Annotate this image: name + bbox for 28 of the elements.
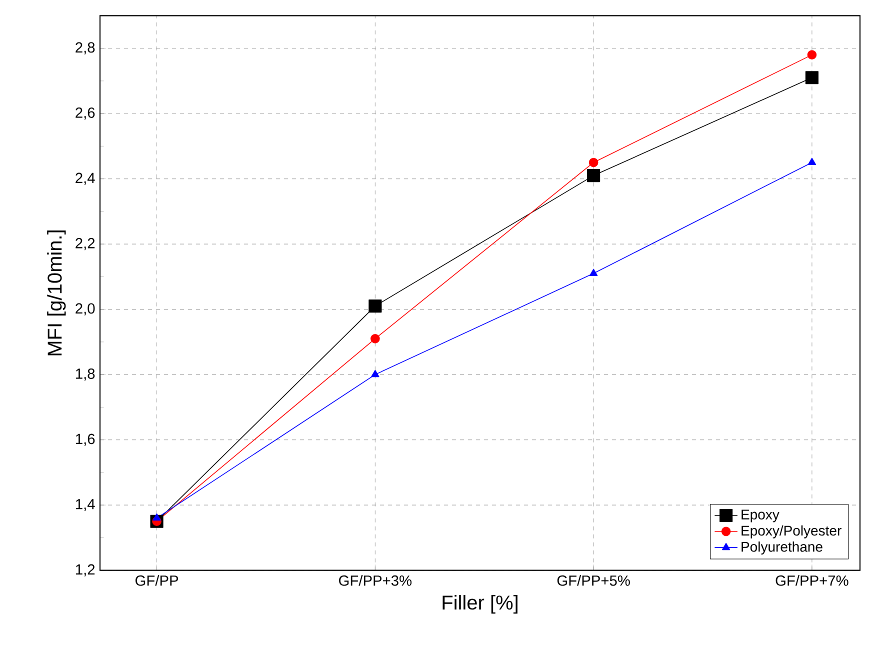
point <box>589 268 598 276</box>
x-tick-label: GF/PP+3% <box>339 575 412 586</box>
point <box>371 370 380 378</box>
y-tick-label: 2,6 <box>76 108 95 120</box>
y-tick-label: 1,6 <box>76 434 95 446</box>
point <box>368 300 382 313</box>
y-tick-label: 1,4 <box>76 499 95 512</box>
legend-label: Polyurethane <box>742 541 822 555</box>
y-tick-label: 2,0 <box>76 303 95 316</box>
y-tick-label: 2,4 <box>76 172 95 185</box>
point <box>152 513 161 521</box>
y-tick-label: 1,8 <box>76 368 95 381</box>
point <box>808 158 816 166</box>
legend-label: Epoxy/Polyester <box>742 525 842 538</box>
point <box>370 334 380 344</box>
point <box>587 169 600 182</box>
point <box>807 50 817 60</box>
point <box>588 158 598 168</box>
x-axis-title: Filler [%] <box>442 594 518 614</box>
point <box>805 71 818 84</box>
x-tick-label: GF/PP+7% <box>776 575 848 586</box>
y-tick-label: 2,8 <box>76 42 95 54</box>
x-tick-label: GF/PP+5% <box>557 575 630 586</box>
x-tick-label: GF/PP <box>136 575 178 586</box>
y-tick-label: 2,2 <box>76 238 95 250</box>
y-tick-label: 1,2 <box>76 564 95 576</box>
legend-label: Epoxy <box>742 510 780 522</box>
y-axis-title: MFI [g/10min.] <box>47 230 66 356</box>
